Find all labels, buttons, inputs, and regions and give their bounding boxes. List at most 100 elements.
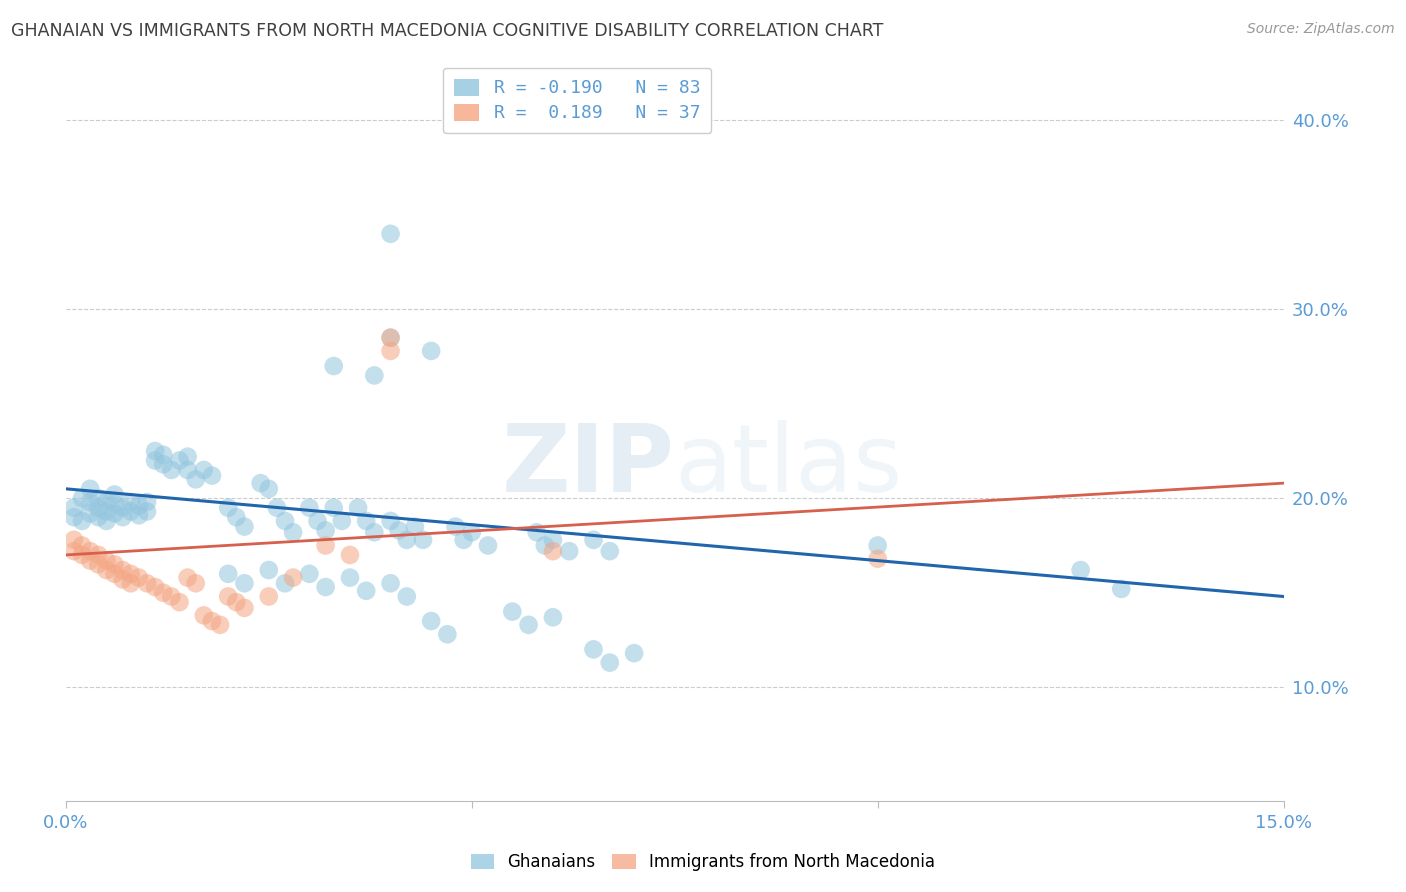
Point: [193, 463, 215, 477]
Point: [176, 463, 198, 477]
Point: [420, 343, 443, 358]
Point: [87, 510, 110, 524]
Point: [63, 533, 86, 547]
Point: [444, 519, 467, 533]
Point: [412, 533, 434, 547]
Point: [339, 571, 361, 585]
Point: [128, 571, 150, 585]
Point: [322, 500, 344, 515]
Point: [87, 500, 110, 515]
Point: [582, 642, 605, 657]
Point: [477, 539, 499, 553]
Point: [395, 533, 418, 547]
Point: [233, 519, 256, 533]
Point: [274, 576, 297, 591]
Point: [120, 495, 142, 509]
Point: [339, 548, 361, 562]
Point: [388, 524, 411, 538]
Point: [96, 504, 118, 518]
Point: [201, 614, 224, 628]
Point: [257, 590, 280, 604]
Point: [533, 539, 555, 553]
Point: [120, 504, 142, 518]
Point: [103, 566, 125, 581]
Point: [217, 500, 239, 515]
Point: [111, 500, 134, 515]
Point: [201, 468, 224, 483]
Point: [380, 576, 402, 591]
Point: [120, 576, 142, 591]
Point: [257, 563, 280, 577]
Point: [249, 476, 271, 491]
Point: [233, 576, 256, 591]
Point: [193, 608, 215, 623]
Point: [70, 539, 93, 553]
Point: [176, 450, 198, 464]
Point: [70, 491, 93, 506]
Point: [160, 590, 183, 604]
Point: [96, 553, 118, 567]
Point: [363, 368, 385, 383]
Point: [257, 482, 280, 496]
Point: [420, 614, 443, 628]
Point: [136, 504, 159, 518]
Point: [281, 571, 304, 585]
Point: [152, 448, 174, 462]
Point: [225, 595, 247, 609]
Point: [866, 551, 889, 566]
Legend: Ghanaians, Immigrants from North Macedonia: Ghanaians, Immigrants from North Macedon…: [463, 845, 943, 880]
Text: Source: ZipAtlas.com: Source: ZipAtlas.com: [1247, 22, 1395, 37]
Point: [217, 566, 239, 581]
Point: [866, 539, 889, 553]
Point: [315, 524, 337, 538]
Point: [315, 580, 337, 594]
Point: [541, 610, 564, 624]
Point: [96, 514, 118, 528]
Point: [380, 331, 402, 345]
Point: [623, 646, 645, 660]
Point: [354, 583, 377, 598]
Point: [79, 495, 101, 509]
Point: [128, 508, 150, 523]
Point: [63, 544, 86, 558]
Point: [96, 563, 118, 577]
Point: [79, 544, 101, 558]
Point: [103, 487, 125, 501]
Point: [501, 605, 523, 619]
Point: [128, 499, 150, 513]
Point: [79, 553, 101, 567]
Point: [160, 463, 183, 477]
Point: [136, 576, 159, 591]
Point: [1070, 563, 1092, 577]
Point: [87, 558, 110, 572]
Point: [266, 500, 288, 515]
Point: [461, 525, 484, 540]
Point: [136, 495, 159, 509]
Point: [209, 617, 232, 632]
Point: [380, 331, 402, 345]
Point: [1109, 582, 1132, 596]
Text: GHANAIAN VS IMMIGRANTS FROM NORTH MACEDONIA COGNITIVE DISABILITY CORRELATION CHA: GHANAIAN VS IMMIGRANTS FROM NORTH MACEDO…: [11, 22, 883, 40]
Point: [120, 566, 142, 581]
Point: [330, 514, 353, 528]
Point: [395, 590, 418, 604]
Point: [354, 514, 377, 528]
Point: [322, 359, 344, 373]
Point: [143, 453, 166, 467]
Point: [79, 507, 101, 521]
Point: [143, 580, 166, 594]
Legend: R = -0.190   N = 83, R =  0.189   N = 37: R = -0.190 N = 83, R = 0.189 N = 37: [443, 68, 711, 133]
Text: atlas: atlas: [675, 420, 903, 512]
Point: [582, 533, 605, 547]
Point: [307, 514, 329, 528]
Point: [152, 585, 174, 599]
Point: [380, 514, 402, 528]
Point: [70, 514, 93, 528]
Point: [103, 497, 125, 511]
Point: [103, 507, 125, 521]
Point: [517, 617, 540, 632]
Point: [87, 548, 110, 562]
Point: [599, 656, 621, 670]
Point: [217, 590, 239, 604]
Point: [599, 544, 621, 558]
